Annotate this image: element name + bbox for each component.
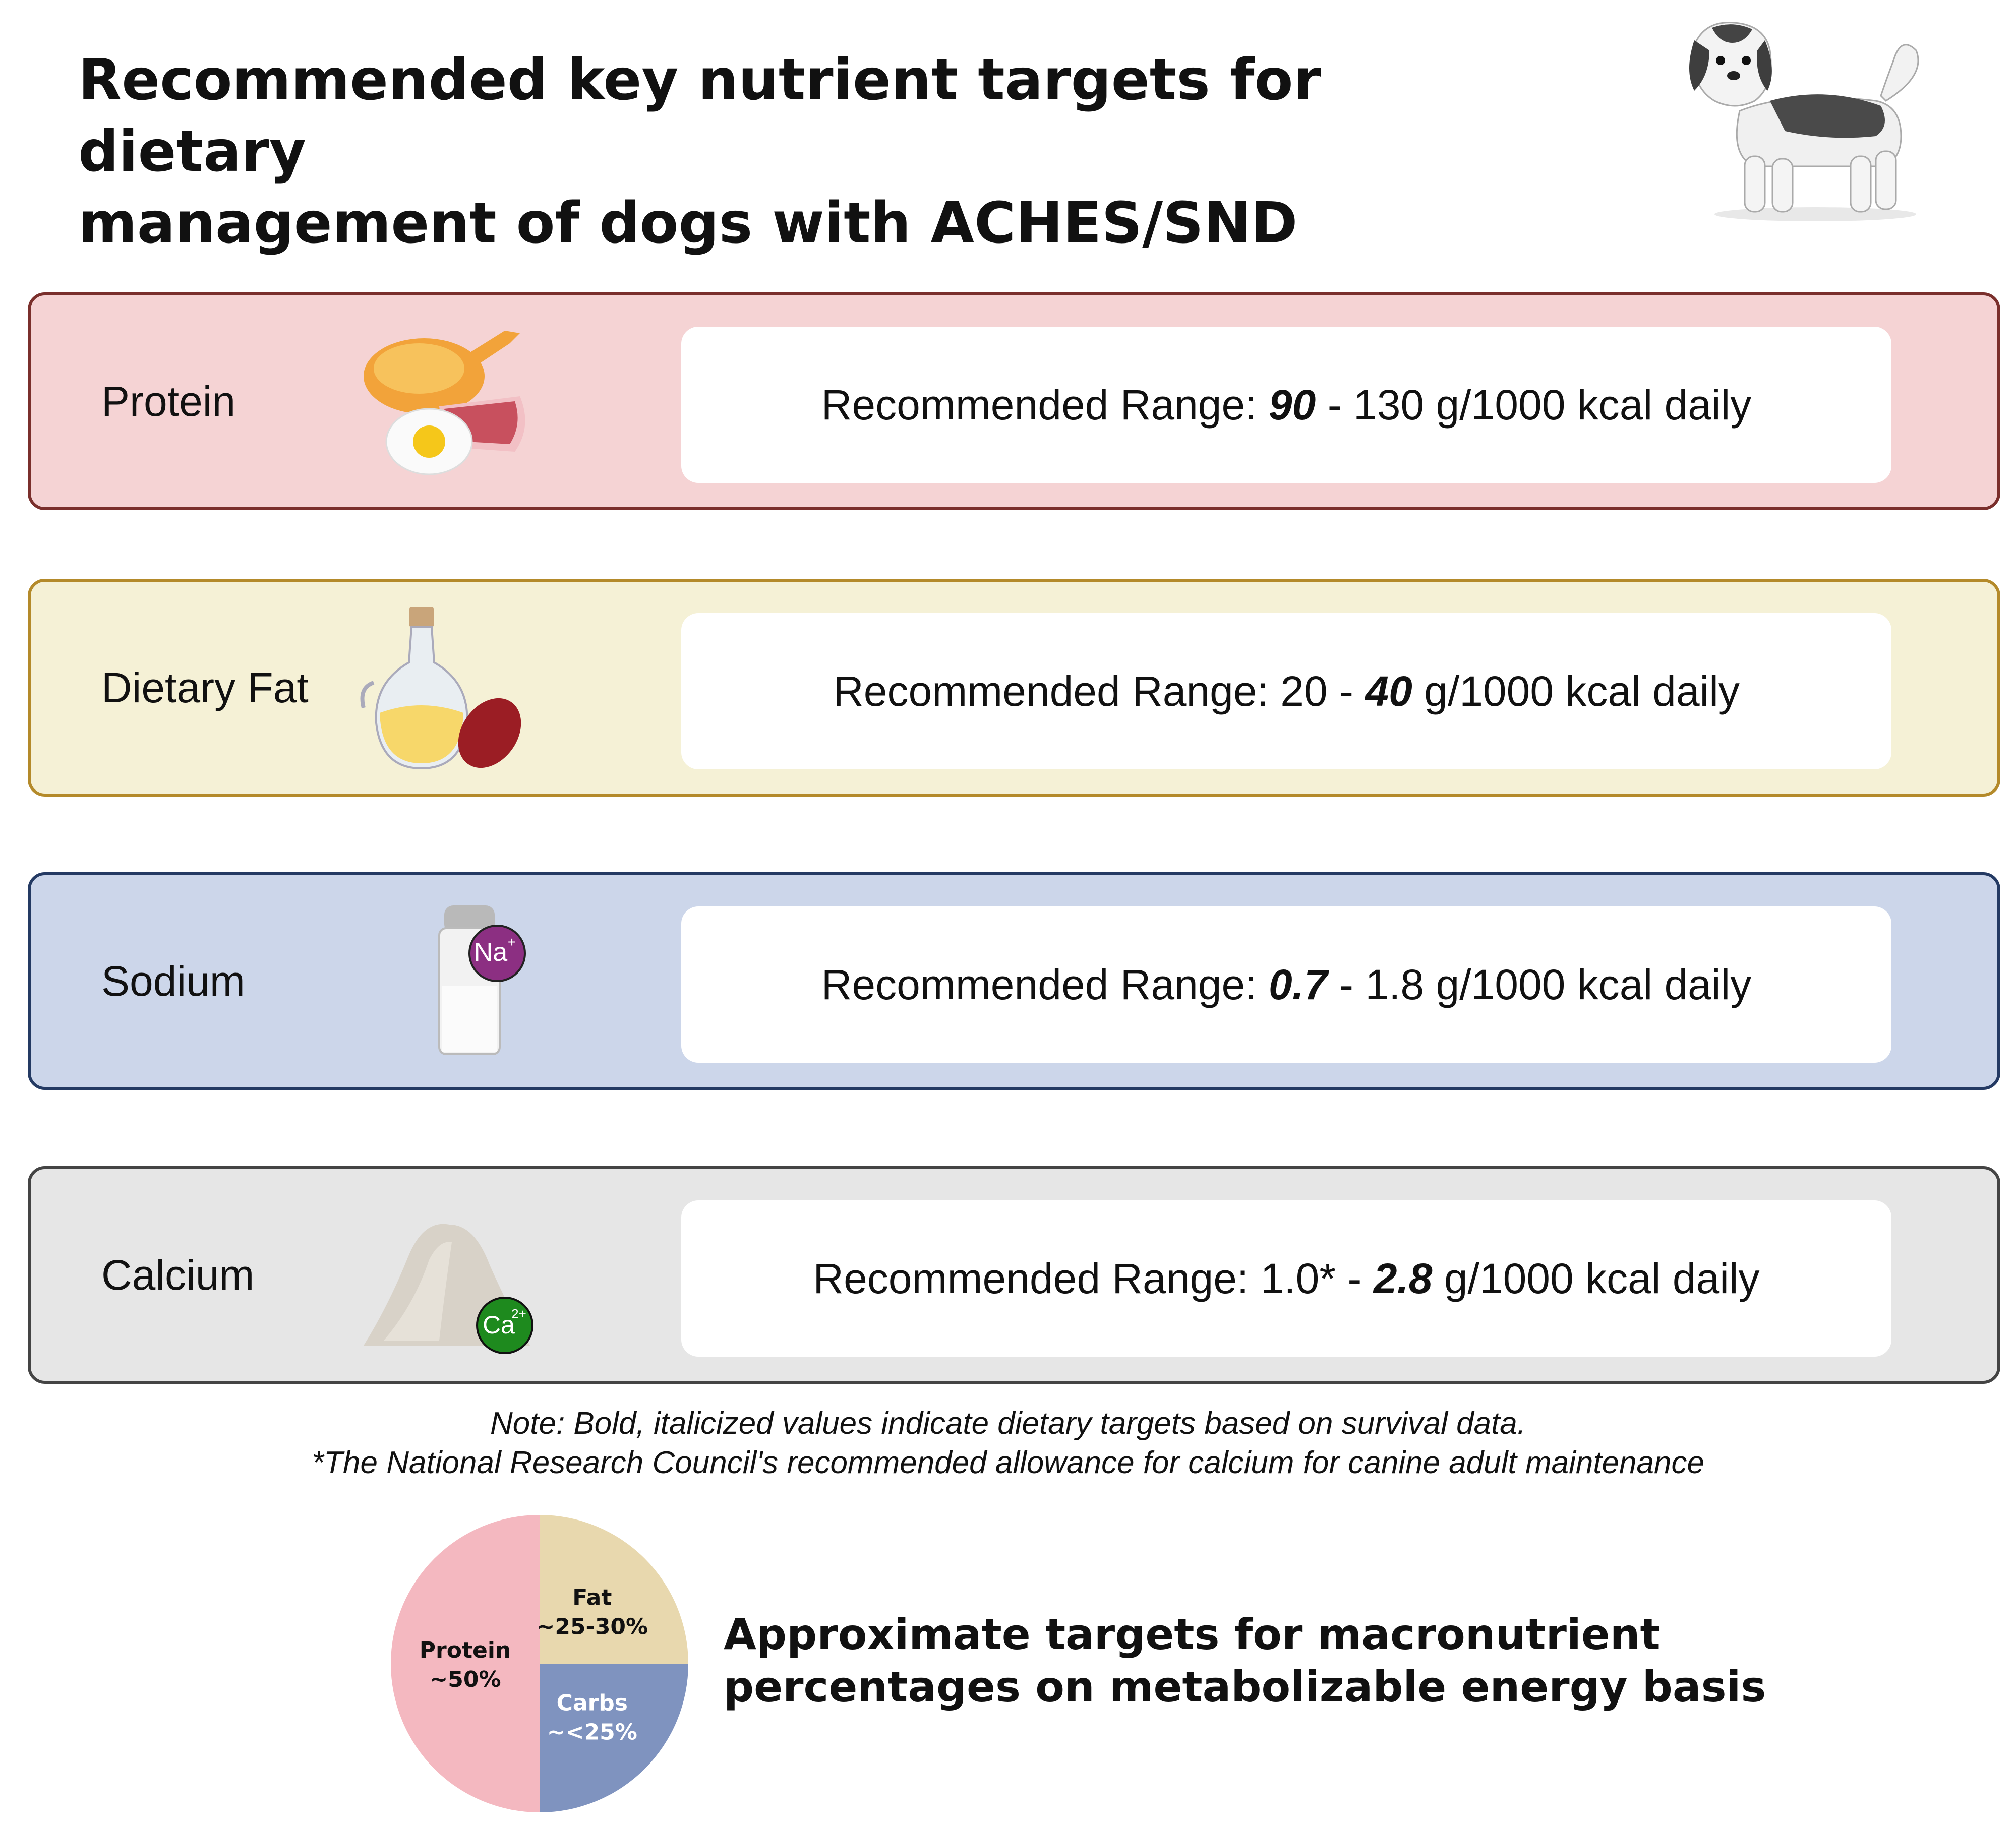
title-line-1: Recommended key nutrient targets for die… <box>78 47 1321 185</box>
pie-label-carbs-name: Carbs <box>557 1690 628 1716</box>
nutrient-label-calcium: Calcium <box>101 1251 255 1299</box>
range-text-post: g/1000 kcal daily <box>1432 1254 1760 1302</box>
calcium-card: Calcium Ca 2+ Recommended Range: 1.0* - … <box>28 1166 2000 1384</box>
range-target-value: 40 <box>1365 667 1412 715</box>
chicken-meat-egg-icon <box>364 331 525 475</box>
range-target-value: 90 <box>1268 381 1316 429</box>
page-title: Recommended key nutrient targets for die… <box>78 44 1540 259</box>
pie-slice-protein <box>391 1515 540 1812</box>
nutrient-label-sodium: Sodium <box>101 957 245 1005</box>
salt-shaker-icon: Na + <box>438 905 526 1055</box>
sodium-badge-text: Na <box>474 938 508 967</box>
pie-slice-fat <box>540 1515 688 1664</box>
macronutrient-pie-chart: Protein ~50% Fat ~25-30% Carbs ~<25% <box>391 1515 688 1812</box>
dog-illustration-icon <box>1689 22 1919 221</box>
nutrient-label-fat: Dietary Fat <box>101 663 309 711</box>
range-target-value: 2.8 <box>1373 1254 1433 1302</box>
note-nrc-calcium: *The National Research Council's recomme… <box>312 1445 1704 1480</box>
pie-caption: Approximate targets for macronutrient pe… <box>724 1608 1833 1713</box>
pie-caption-line-2: percentages on metabolizable energy basi… <box>724 1662 1766 1712</box>
pie-label-protein-value: ~50% <box>429 1667 501 1692</box>
note-survival-data: Note: Bold, italicized values indicate d… <box>490 1406 1526 1441</box>
range-target-value: 0.7 <box>1268 960 1328 1008</box>
oil-bottle-icon <box>360 607 521 770</box>
nutrient-label-protein: Protein <box>101 377 236 425</box>
pie-label-fat-name: Fat <box>572 1585 612 1611</box>
range-text-pre: Recommended Range: 1.0* - <box>813 1254 1374 1302</box>
title-line-2: management of dogs with ACHES/SND <box>78 191 1298 256</box>
range-text-pre: Recommended Range: <box>821 381 1269 429</box>
range-text-pre: Recommended Range: 20 - <box>833 667 1366 715</box>
range-text-pre: Recommended Range: <box>821 960 1269 1008</box>
sodium-card: Sodium Na + Recommended Range: 0.7 - 1.8… <box>28 872 2000 1090</box>
protein-card: Protein Recommended Range: 90 - 130 g/10… <box>28 292 2000 510</box>
range-text-post: - 130 g/1000 kcal daily <box>1316 381 1752 429</box>
dietary-fat-card: Dietary Fat Recommended Range: 20 - 40 g… <box>28 579 2000 797</box>
powder-pile-icon: Ca 2+ <box>364 1224 533 1354</box>
range-text-post: g/1000 kcal daily <box>1412 667 1740 715</box>
sodium-range-box: Recommended Range: 0.7 - 1.8 g/1000 kcal… <box>681 906 1891 1063</box>
pie-label-fat-value: ~25-30% <box>536 1614 648 1640</box>
pie-label-protein-name: Protein <box>420 1637 511 1663</box>
range-text-post: - 1.8 g/1000 kcal daily <box>1327 960 1752 1008</box>
pie-label-carbs-value: ~<25% <box>547 1719 637 1745</box>
pie-caption-line-1: Approximate targets for macronutrient <box>724 1610 1661 1659</box>
calcium-badge-sup: 2+ <box>511 1306 526 1321</box>
fat-range-box: Recommended Range: 20 - 40 g/1000 kcal d… <box>681 613 1891 769</box>
calcium-badge-text: Ca <box>483 1311 515 1339</box>
protein-range-box: Recommended Range: 90 - 130 g/1000 kcal … <box>681 327 1891 483</box>
calcium-range-box: Recommended Range: 1.0* - 2.8 g/1000 kca… <box>681 1200 1891 1357</box>
pie-slice-carbs <box>540 1664 688 1812</box>
sodium-badge-sup: + <box>508 934 516 950</box>
